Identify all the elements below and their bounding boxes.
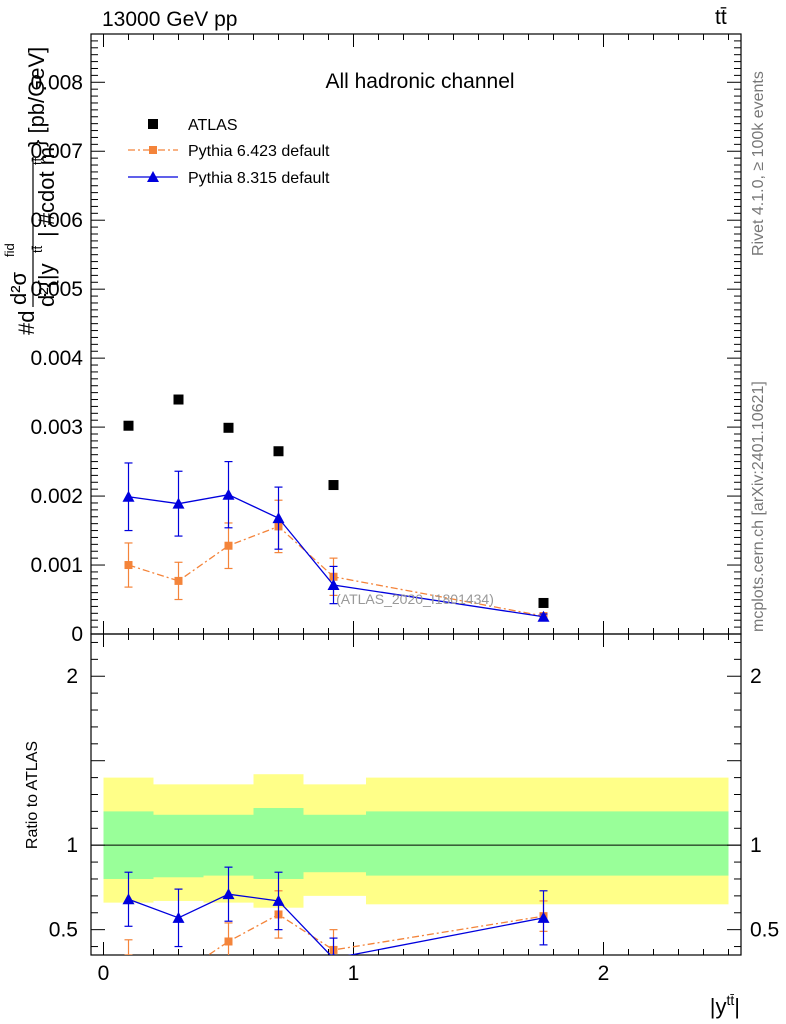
series-2-line — [128, 494, 544, 618]
legend-label-0: ATLAS — [188, 117, 238, 134]
series-2-ratio-point — [272, 894, 285, 906]
series-1-point — [174, 576, 183, 585]
ratio-y-tick-label: 0.5 — [49, 919, 78, 942]
legend-label-1: Pythia 6.423 default — [188, 143, 330, 160]
main-series-group — [122, 394, 550, 622]
rivet-version-label: Rivet 4.1.0, ≥ 100k events — [750, 71, 767, 256]
ratio-y-tick-label-right: 2 — [750, 665, 762, 688]
series-0-point — [273, 446, 284, 457]
series-1-line — [128, 525, 544, 617]
series-1-ratio-point — [175, 971, 183, 979]
series-2-ratio-point — [172, 911, 185, 923]
mcplots-label: mcplots.cern.ch [arXiv:2401.10621] — [750, 381, 767, 632]
main-y-tick-label: 0.006 — [30, 209, 83, 232]
ratio-series-group — [122, 866, 550, 979]
ylabel-closing: } [pb/GeV] — [24, 47, 49, 147]
series-2-point — [327, 579, 340, 591]
ratio-y-axis-label: Ratio to ATLAS — [24, 741, 41, 849]
x-tick-label: 1 — [348, 962, 360, 985]
main-y-tick-label: 0.008 — [30, 71, 83, 94]
ratio-band-stat — [253, 808, 304, 879]
series-0-point — [173, 394, 184, 405]
series-2-ratio-point — [122, 893, 135, 905]
energy-label: 13000 GeV pp — [102, 8, 238, 31]
x-tick-label: 2 — [598, 962, 610, 985]
ylabel-fraction-denominator-sup: tt̄ — [30, 245, 45, 253]
ratio-y-tick-label: 1 — [66, 834, 78, 857]
series-2-point — [222, 488, 235, 500]
legend-label-2: Pythia 8.315 default — [188, 170, 330, 187]
series-1-ratio-point — [124, 954, 133, 955]
series-2-point — [272, 512, 285, 524]
ylabel-fraction-numerator: d²σ — [6, 271, 31, 305]
main-y-tick-label: 0.007 — [30, 140, 83, 163]
main-y-tick-label: 0.002 — [30, 485, 83, 508]
series-0-point — [328, 480, 339, 491]
series-2-point — [122, 490, 135, 502]
series-2-ratio-point — [222, 888, 235, 900]
main-y-tick-label: 0.003 — [30, 416, 83, 439]
main-panel-background — [91, 34, 741, 634]
series-0-point — [223, 422, 234, 433]
series-0-point — [123, 420, 134, 431]
legend-marker-0 — [148, 119, 158, 129]
ylabel-fraction-denominator-tail-sup: tt̄ — [30, 157, 45, 165]
ratio-band-stat — [153, 814, 204, 878]
x-tick-label: 0 — [98, 962, 110, 985]
process-label: tt̄ — [715, 6, 727, 29]
main-y-tick-label: 0.005 — [30, 278, 83, 301]
series-2-ratio-point — [332, 952, 335, 955]
series-0-point — [538, 597, 549, 608]
ratio-band-stat — [366, 811, 729, 876]
ratio-y-tick-label-right: 0.5 — [750, 919, 779, 942]
main-y-tick-label: 0.001 — [30, 554, 83, 577]
ratio-band-stat — [303, 814, 366, 873]
x-axis-label: |ytt̄| — [710, 992, 740, 1019]
main-y-tick-label: 0.004 — [30, 347, 83, 370]
series-1-ratio-point — [224, 937, 233, 946]
ylabel-fraction-numerator-sup: fid — [2, 243, 17, 257]
ratio-y-tick-label: 2 — [66, 665, 78, 688]
series-2-point — [537, 610, 550, 622]
chart-title: All hadronic channel — [325, 70, 514, 93]
legend-marker-2 — [147, 171, 159, 182]
series-1-point — [224, 541, 233, 550]
ylabel-d: #d — [14, 311, 39, 335]
series-1-point — [124, 561, 133, 570]
series-2-ratio-point — [537, 911, 550, 923]
analysis-tag: (ATLAS_2020_I1801434) — [336, 591, 494, 607]
ylabel-fraction-denominator-tail: | #cdot m — [34, 147, 59, 237]
series-1-ratio-line — [207, 913, 544, 955]
ratio-y-tick-label-right: 1 — [750, 834, 762, 857]
main-y-zero-label: 0 — [71, 623, 83, 646]
series-2-ratio-line — [128, 893, 544, 955]
legend-marker-1 — [149, 146, 157, 154]
series-2-point — [172, 497, 185, 509]
ylabel-fraction-denominator: d²{|y — [34, 263, 59, 307]
